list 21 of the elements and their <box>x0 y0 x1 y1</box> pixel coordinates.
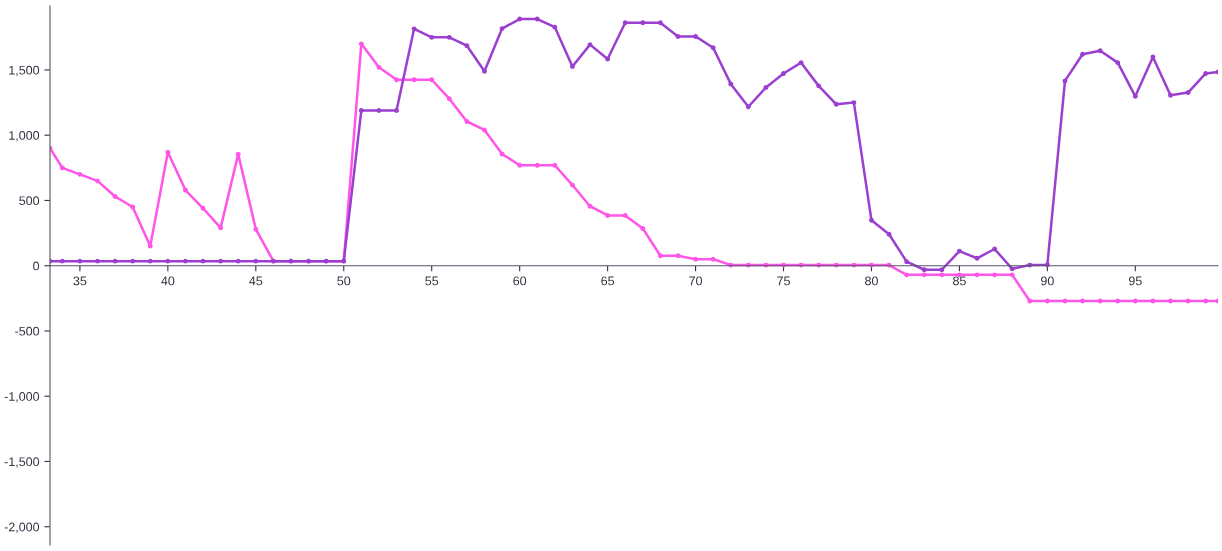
x-tick-label: 35 <box>73 276 87 286</box>
x-tick-label: 80 <box>865 276 878 286</box>
x-tick-label: 60 <box>513 276 527 286</box>
y-tick-label: 1,500 <box>9 65 40 77</box>
x-tick-label: 70 <box>689 276 703 286</box>
x-tick-label: 65 <box>601 276 615 286</box>
x-tick-label: 95 <box>1128 276 1142 286</box>
x-tick-label: 55 <box>425 276 439 286</box>
x-tick-label: 50 <box>337 276 351 286</box>
y-tick-label: -2,000 <box>4 522 40 533</box>
y-tick-label: 500 <box>19 196 40 206</box>
x-tick-label: 85 <box>953 276 966 286</box>
x-tick-label: 45 <box>249 276 263 286</box>
x-tick-label: 40 <box>161 276 175 286</box>
y-tick-label: -1,000 <box>4 392 40 403</box>
y-tick-label: -500 <box>15 326 40 336</box>
x-tick-label: 75 <box>777 276 790 286</box>
y-tick-label: 1,000 <box>9 131 40 142</box>
x-tick-label: 90 <box>1041 276 1054 286</box>
y-tick-label: 0 <box>33 261 40 271</box>
y-tick-label: -1,500 <box>4 457 40 468</box>
